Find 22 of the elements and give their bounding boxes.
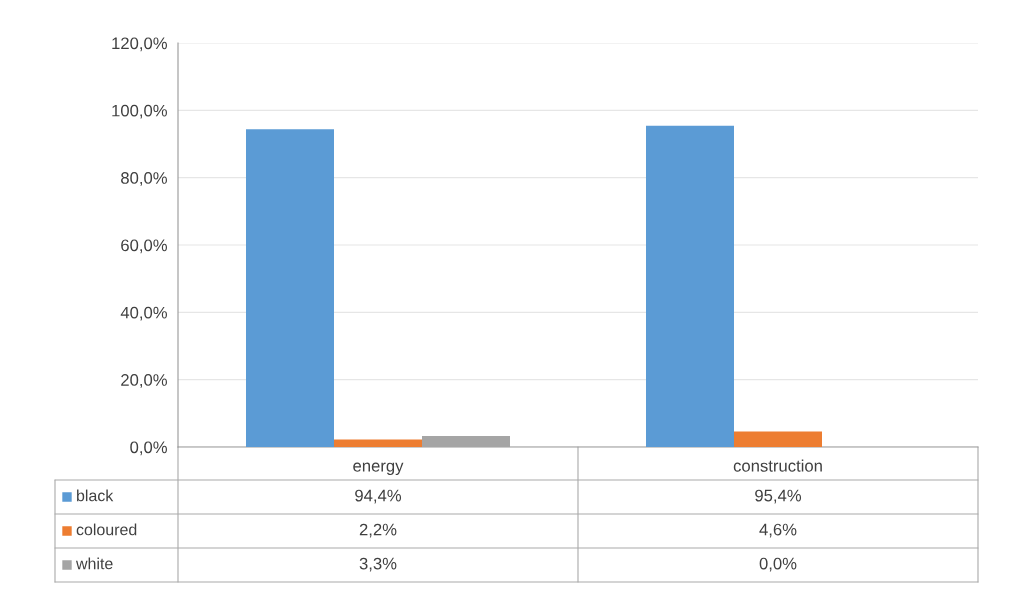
legend-label: black <box>77 489 114 502</box>
bar <box>734 431 822 447</box>
legend-label: coloured <box>76 523 137 536</box>
data-label: 94,4% <box>355 489 402 504</box>
x-tick-label: energy <box>353 462 404 476</box>
y-tick-label: 60,0% <box>121 239 167 254</box>
data-label: 3,3% <box>359 557 397 572</box>
y-tick-label: 80,0% <box>121 172 167 186</box>
bar <box>334 439 422 447</box>
data-label: 4,6% <box>759 523 797 538</box>
data-label: 0,0% <box>759 557 797 572</box>
data-label: 95,4% <box>755 489 802 504</box>
y-tick-label: 0,0% <box>130 441 167 456</box>
bar <box>246 129 334 447</box>
bar <box>646 125 734 447</box>
y-tick-label: 100,0% <box>112 104 167 119</box>
legend-label: white <box>75 557 113 570</box>
y-tick-label: 40,0% <box>120 306 167 321</box>
x-tick-label: construction <box>733 459 822 472</box>
data-label: 2,2% <box>359 523 397 538</box>
y-tick-label: 120,0% <box>112 37 167 52</box>
y-tick-label: 20,0% <box>121 374 167 388</box>
